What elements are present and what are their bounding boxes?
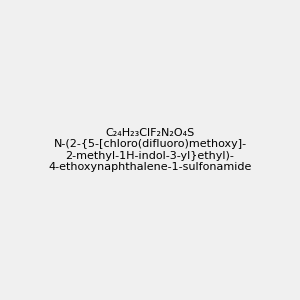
- Text: C₂₄H₂₃ClF₂N₂O₄S
N-(2-{5-[chloro(difluoro)methoxy]-
2-methyl-1H-indol-3-yl}ethyl): C₂₄H₂₃ClF₂N₂O₄S N-(2-{5-[chloro(difluoro…: [48, 128, 252, 172]
